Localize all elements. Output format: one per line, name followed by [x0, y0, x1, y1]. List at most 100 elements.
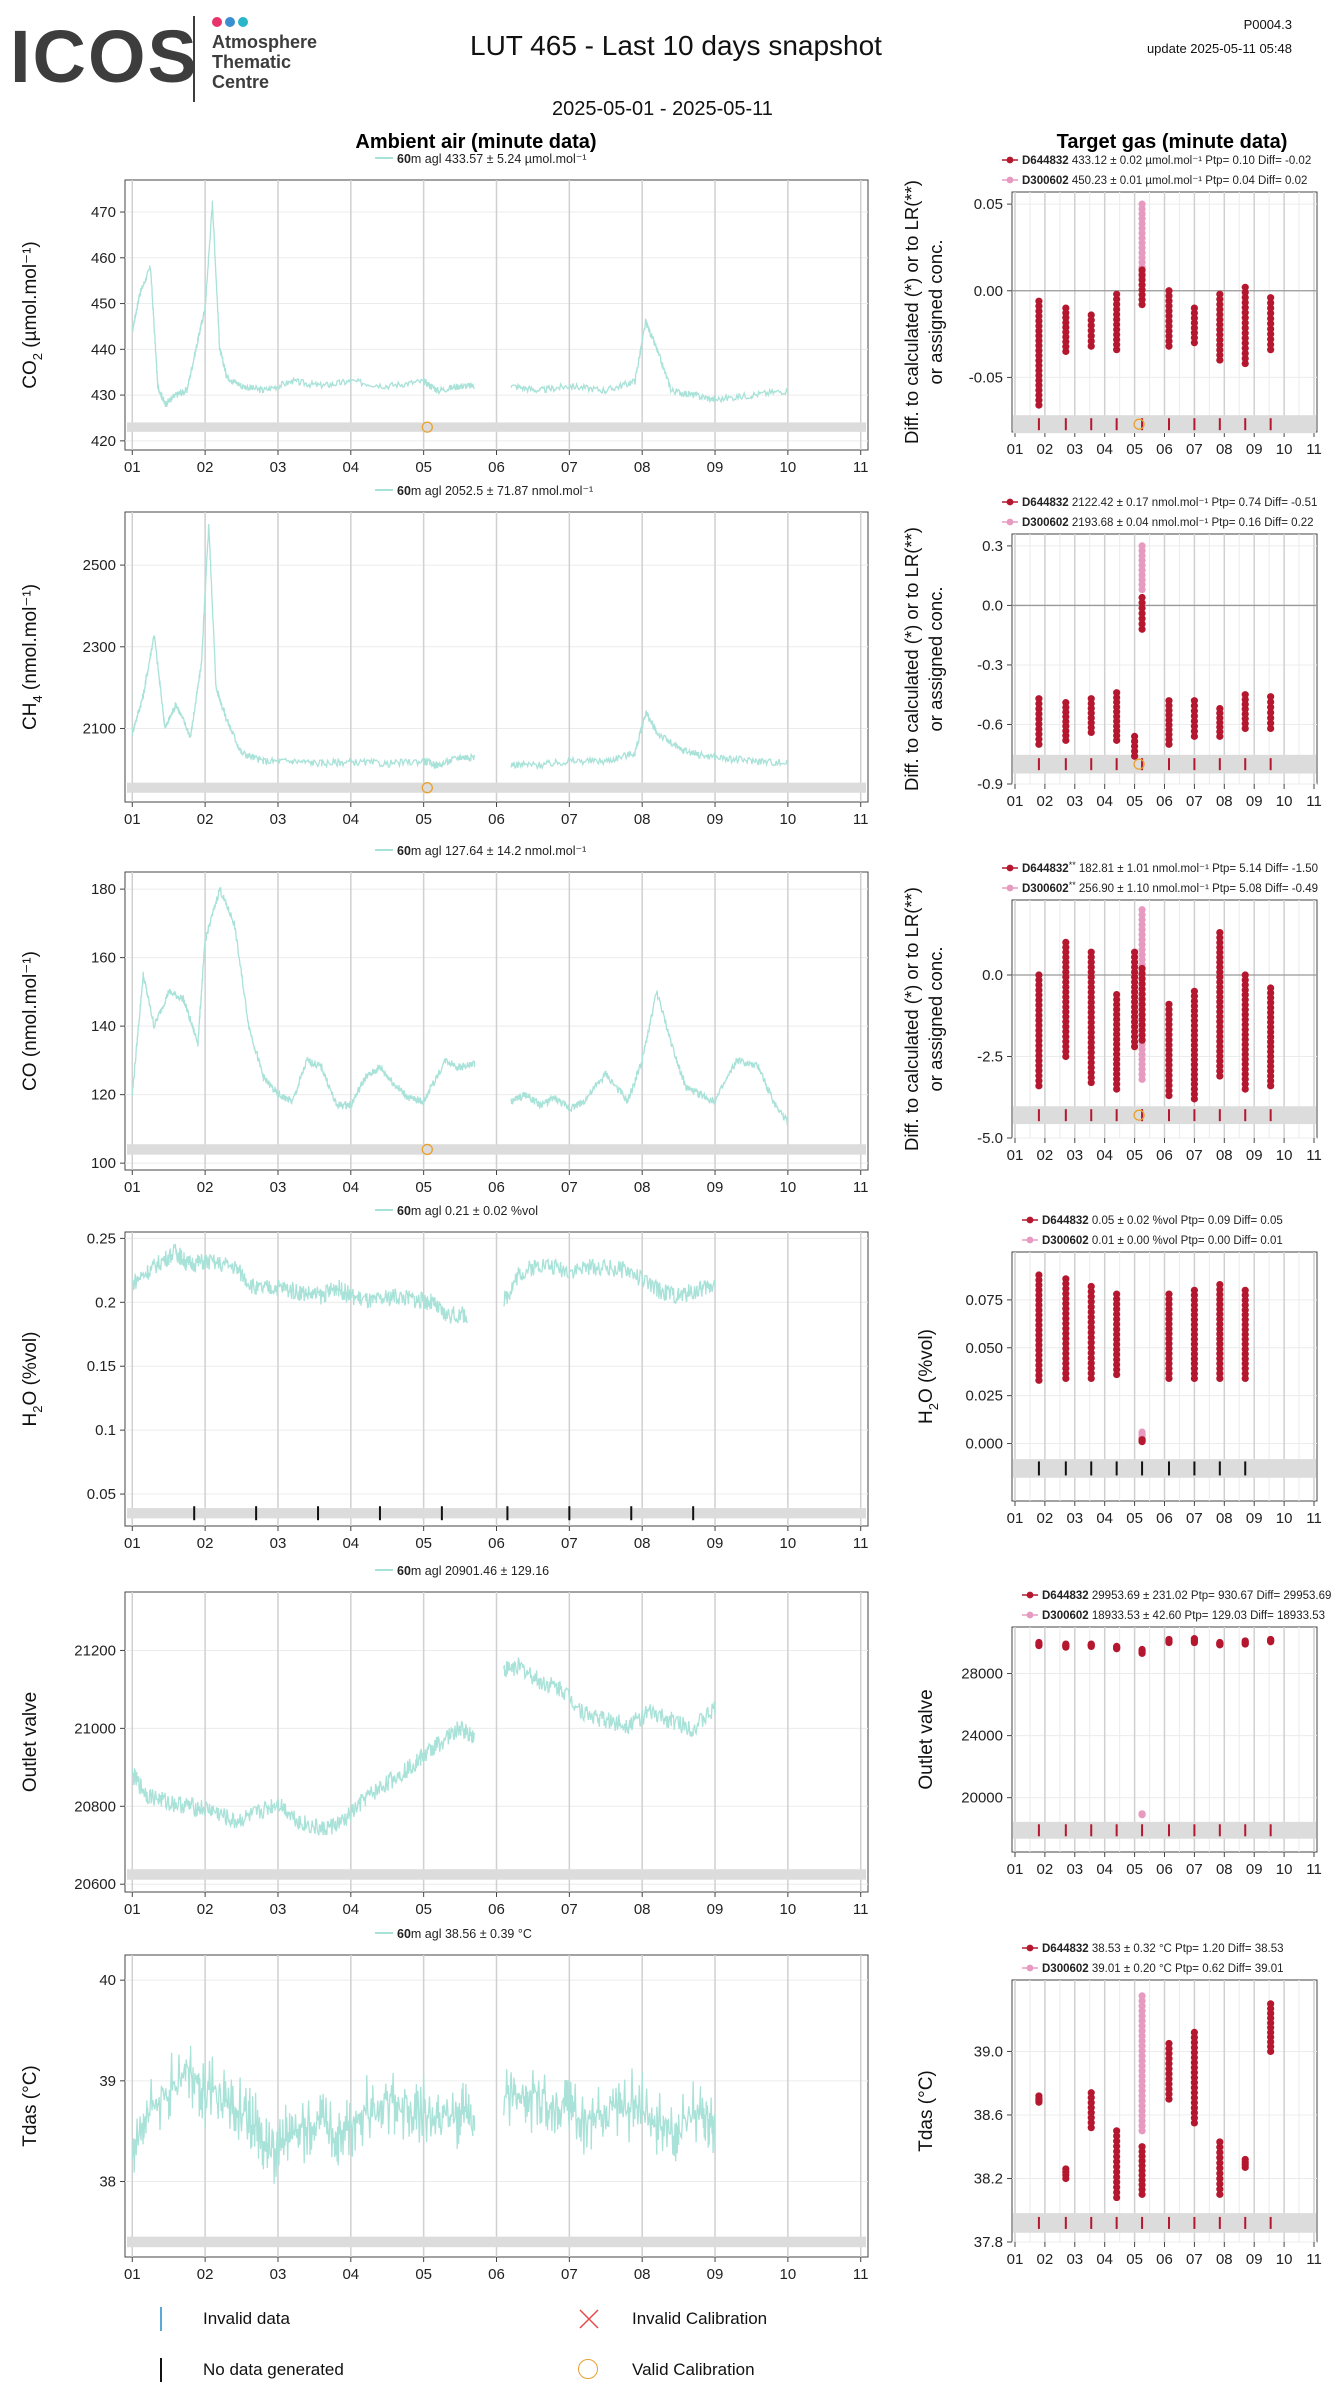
cylinder-d644832-point: [1216, 973, 1224, 981]
cylinder-d644832-point: [1165, 1305, 1173, 1313]
cylinder-d644832-point: [1130, 998, 1139, 1006]
cylinder-id: D644832: [1022, 863, 1069, 875]
cylinder-d644832-point: [1087, 1339, 1095, 1347]
x-tick-label: 01: [124, 1535, 141, 1552]
target-legend-dot: [1026, 1944, 1034, 1952]
y-tick-label: 440: [91, 341, 116, 358]
cylinder-d644832-point: [1087, 1303, 1095, 1311]
quality-band: [127, 2236, 866, 2248]
cylinder-d644832-point: [1241, 319, 1249, 327]
cylinder-d644832-point: [1035, 976, 1043, 984]
cylinder-d644832-point: [1216, 1285, 1224, 1294]
cylinder-d644832-point: [1267, 984, 1275, 992]
cylinder-d644832-point: [1138, 271, 1146, 279]
x-tick-label: 03: [270, 1535, 287, 1552]
series-legend-text: 60m agl 2052.5 ± 71.87 nmol.mol⁻¹: [397, 484, 593, 498]
cylinder-d300602-point: [1138, 2122, 1146, 2130]
cylinder-d644832-point: [1138, 1026, 1146, 1034]
cylinder-d644832-point: [1165, 2060, 1173, 2068]
x-tick-label: 08: [634, 1535, 651, 1552]
series-legend-text: 60m agl 20901.46 ± 129.16: [397, 1564, 549, 1578]
cylinder-d644832-point: [1241, 986, 1249, 994]
cylinder-d300602-point: [1138, 916, 1146, 924]
cylinder-d300602-point: [1138, 931, 1146, 939]
cylinder-d644832-point: [1035, 996, 1043, 1004]
x-tick-label: 07: [1186, 1861, 1203, 1878]
y-label-rest: O (%vol): [916, 1329, 937, 1403]
cylinder-d644832-point: [1035, 730, 1043, 738]
cylinder-d644832-point: [1035, 695, 1043, 703]
target-legend-dot: [1026, 1216, 1034, 1224]
y-tick-label: 0.0: [982, 967, 1003, 984]
y-tick-label: 38.2: [974, 2170, 1003, 2187]
cylinder-d300602-point: [1138, 2067, 1146, 2075]
cylinder-d644832-point: [1035, 1316, 1043, 1324]
cylinder-d644832-point: [1216, 1310, 1224, 1318]
series-legend-text: 60m agl 127.64 ± 14.2 nmol.mol⁻¹: [397, 844, 586, 858]
cylinder-d644832-point: [1267, 325, 1275, 333]
cylinder-d644832-point: [1113, 1080, 1121, 1088]
ambient-panel-2: 01 02 03 04 05 06 07 08 09 10 11 2100 2300 2500 60m ag…: [20, 484, 869, 828]
cylinder-d644832-point: [1035, 1356, 1043, 1364]
x-tick-label: 07: [561, 459, 578, 476]
cylinder-d644832-point: [1087, 1058, 1095, 1067]
cylinder-d644832-point: [1035, 1366, 1043, 1374]
cylinder-d644832-point: [1035, 371, 1043, 380]
ambient-series-line-a: [131, 885, 476, 1111]
valid-calibration-marker: [421, 421, 433, 433]
cylinder-d300602-point: [1138, 2042, 1146, 2050]
x-tick-label: 01: [1007, 1147, 1024, 1164]
x-tick-label: 10: [780, 2266, 797, 2283]
logo-sub-3: Centre: [212, 72, 270, 92]
cylinder-d644832-point: [1062, 1325, 1070, 1333]
cylinder-d644832-point: [1190, 2104, 1199, 2112]
x-tick-label: 05: [415, 1179, 432, 1196]
quality-band: [127, 1144, 866, 1155]
cylinder-d644832-point: [1267, 335, 1275, 343]
cylinder-d644832-point: [1113, 2127, 1121, 2135]
cylinder-d644832-point: [1190, 707, 1199, 715]
cylinder-d644832-point: [1165, 1290, 1173, 1298]
x-tick-label: 05: [415, 1535, 432, 1552]
target-panel-6: 01 02 03 04 05 06 07 08 09 10 11 37.8 38.2 38.6 39.0 D6…: [916, 1943, 1322, 2268]
cylinder-d644832-point: [1216, 1037, 1224, 1046]
cylinder-d644832-point: [1113, 2147, 1121, 2155]
cylinder-d644832-point: [1267, 714, 1275, 722]
cylinder-stats: 2193.68 ± 0.04 nmol.mol⁻¹ Ptp= 0.16 Diff…: [1069, 517, 1314, 529]
cylinder-d644832-point: [1241, 1075, 1249, 1083]
cylinder-d644832-point: [1035, 1296, 1043, 1304]
cylinder-id: D644832: [1022, 155, 1069, 167]
cylinder-d644832-point: [1062, 1295, 1070, 1303]
cylinder-d644832-point: [1062, 958, 1070, 966]
cylinder-d644832-point: [1113, 2163, 1121, 2171]
cylinder-id: D300602: [1042, 1235, 1089, 1247]
cylinder-d644832-point: [1130, 1028, 1139, 1036]
y-tick-label: 21200: [74, 1642, 116, 1659]
y-label-main: Outlet valve: [20, 1692, 41, 1792]
cylinder-d644832-point: [1035, 1036, 1043, 1045]
cylinder-d644832-point: [1062, 1047, 1070, 1056]
target-legend: D644832 29953.69 ± 231.02 Ptp= 930.67 Di…: [1022, 1590, 1331, 1622]
cylinder-d644832-point: [1113, 2173, 1121, 2181]
y-axis-label: Diff. to calculated (*) or to LR(**) or a…: [901, 887, 946, 1151]
cylinder-d644832-point: [1216, 1315, 1224, 1323]
x-tick-label: 03: [1066, 1147, 1083, 1164]
cylinder-d644832-point: [1165, 342, 1173, 350]
cylinder-d644832-point: [1035, 297, 1043, 305]
version-code: P0004.3: [1243, 17, 1292, 32]
ambient-panel-1: 01 02 03 04 05 06 07 08 09 10 11 420 430 440 450 460 470…: [20, 152, 869, 476]
cylinder-d644832-point: [1035, 1016, 1043, 1024]
x-tick-label: 02: [1037, 441, 1054, 458]
cylinder-d644832-point: [1087, 332, 1095, 340]
cylinder-d644832-point: [1138, 1436, 1146, 1444]
cylinder-d644832-point: [1165, 1359, 1173, 1368]
cylinder-d644832-point: [1165, 2070, 1173, 2078]
cylinder-d644832-point: [1062, 1275, 1070, 1283]
cylinder-d644832-point: [1138, 985, 1146, 993]
cylinder-d644832-point: [1087, 1323, 1095, 1331]
cylinder-d644832-point: [1062, 1329, 1070, 1338]
cylinder-d644832-point: [1113, 995, 1121, 1004]
y-axis-label: Outlet valve: [916, 1689, 937, 1789]
y-tick-label: 37.8: [974, 2234, 1003, 2251]
x-tick-label: 07: [561, 1901, 578, 1918]
